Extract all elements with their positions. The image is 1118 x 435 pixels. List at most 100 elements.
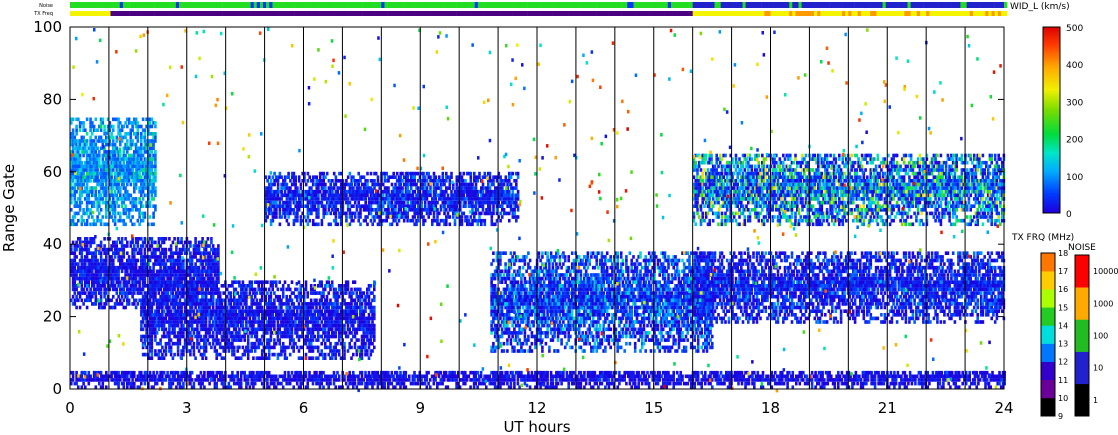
txfreq-cell [424,11,429,16]
noise-swatch [1075,383,1089,417]
noise-cell [499,2,503,8]
txfreq-cell [599,11,603,16]
txfreq-cell [119,11,124,16]
colorbar-cell [1043,151,1060,154]
noise-cell [726,2,731,8]
noise-cell [175,2,180,8]
noise-cell [228,2,233,8]
txfreq-cell [957,11,961,16]
txfreq-cell [698,11,703,16]
noise-cell [434,2,438,8]
txfreq-cell [94,11,99,16]
txfreq-cell [372,11,376,16]
noise-cell [674,2,678,8]
txfreq-cell [708,11,712,16]
noise-cell [795,2,799,8]
txfreq-cell [381,11,385,16]
noise-cell [758,2,762,8]
colorbar-cell [1043,155,1060,158]
colorbar-cell [1043,36,1060,39]
txfreq-tick: 16 [1058,285,1068,294]
txfreq-cell [275,11,279,16]
txfreq-cell [577,11,581,16]
txfreq-cell [786,11,790,16]
txfreq-cell [194,11,198,16]
noise-cell [122,2,127,8]
txfreq-cell [122,11,127,16]
noise-cell [300,2,304,8]
txfreq-cell [157,11,161,16]
noise-cell [163,2,167,8]
txfreq-cell [733,11,737,16]
noise-cell [104,2,108,8]
noise-cell [717,2,721,8]
txfreq-cell [677,11,681,16]
colorbar-cell [1043,144,1060,147]
txfreq-cell [474,11,479,16]
colorbar-cell [1043,160,1060,164]
txfreq-cell [561,11,566,16]
txfreq-cell [256,11,261,16]
noise-cell [754,2,759,8]
noise-cell [730,2,734,8]
noise-cell [524,2,528,8]
colorbar-cell [1043,116,1060,119]
noise-cell [683,2,687,8]
txfreq-cell [459,11,463,16]
noise-cell [207,2,211,8]
txfreq-cell [340,11,345,16]
txfreq-cell [988,11,992,16]
txfreq-cell [216,11,220,16]
txfreq-cell [284,11,289,16]
colorbar-cell [1043,146,1060,149]
colorbar-cell [1043,136,1060,139]
noise-cell [891,2,896,8]
txfreq-cell [325,11,329,16]
noise-cell [281,2,286,8]
y-tick-label: 0 [52,380,62,398]
colorbar-cell [1043,80,1060,84]
noise-cell [677,2,681,8]
colorbar-cell [1043,187,1060,190]
noise-cell [895,2,899,8]
noise-cell [627,2,631,8]
noise-cell [353,2,357,8]
noise-cell [362,2,367,8]
colorbar-cell [1043,179,1060,182]
noise-strip [70,2,1008,8]
noise-cell [203,2,208,8]
txfreq-cell [222,11,226,16]
txfreq-cell [748,11,753,16]
noise-cell [646,2,650,8]
txfreq-cell [907,11,911,16]
x-tick-label: 18 [761,399,780,417]
colorbar-cell [1043,203,1060,206]
colorbar-cell [1043,71,1060,74]
txfreq-cell [935,11,939,16]
noise-cell [76,2,80,8]
colorbar-cell [1043,90,1060,93]
colorbar-cell [1043,157,1060,160]
width-colorbar: 0 100 200 300 400 500 [1042,24,1083,220]
txfreq-cell [739,11,743,16]
colorbar-cell [1043,97,1060,100]
noise-cell [527,2,532,8]
txfreq-cell [113,11,117,16]
noise-cell [259,2,264,8]
noise-cell [751,2,756,8]
txfreq-cell [674,11,678,16]
noise-cell [689,2,693,8]
colorbar-cell [1043,34,1060,37]
noise-cell [384,2,388,8]
echo-region [70,117,157,227]
noise-cell [832,2,837,8]
txfreq-cell [76,11,80,16]
colorbar-cell [1043,107,1060,110]
txfreq-cell [415,11,419,16]
txfreq-cell [368,11,373,16]
noise-cell [365,2,370,8]
txfreq-swatch [1041,343,1055,362]
noise-cell [919,2,924,8]
noise-cell [708,2,712,8]
txfreq-cell [745,11,749,16]
